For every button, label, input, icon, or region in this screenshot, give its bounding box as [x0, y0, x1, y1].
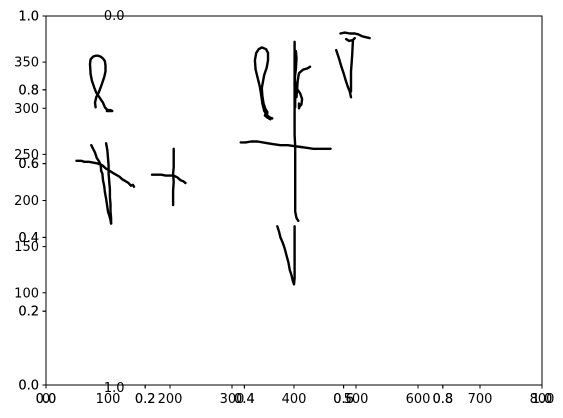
overlay-x-tick-label: 0.6 [333, 392, 354, 407]
y-tick-label: 350 [14, 56, 39, 71]
x-tick-label: 200 [158, 392, 183, 407]
x-tick-label: 700 [468, 392, 493, 407]
overlay-y-tick-label: 0.0 [18, 379, 39, 394]
overlay-y-tick-label: 1.0 [18, 10, 39, 25]
y-tick-label: 100 [14, 286, 39, 301]
overlay-y-tick-label: 0.4 [18, 231, 39, 246]
stroke-6 [173, 149, 174, 205]
top-fragment-label: 0.0 [104, 9, 125, 24]
overlay-y-tick-label: 0.2 [18, 305, 39, 320]
bottom-fragment-label: 1.0 [104, 381, 125, 396]
overlay-y-tick-label: 0.6 [18, 157, 39, 172]
overlay-y-tick-label: 0.8 [18, 83, 39, 98]
x-tick-label: 600 [406, 392, 431, 407]
overlay-x-tick-label: 0.8 [432, 392, 453, 407]
x-tick-label: 400 [282, 392, 307, 407]
overlay-x-tick-label: 1.0 [532, 392, 553, 407]
y-tick-label: 300 [14, 102, 39, 117]
y-tick-label: 200 [14, 194, 39, 209]
overlay-x-tick-label: 0.2 [135, 392, 156, 407]
overlay-x-tick-label: 0.4 [234, 392, 255, 407]
overlay-x-tick-label: 0.0 [36, 392, 57, 407]
